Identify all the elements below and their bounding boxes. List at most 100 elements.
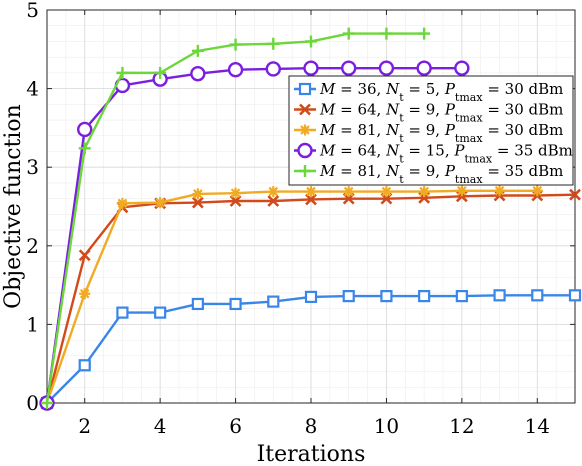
data-point bbox=[305, 186, 317, 198]
data-point bbox=[305, 35, 317, 48]
legend-label-part: = 81, bbox=[335, 162, 386, 180]
data-point bbox=[116, 197, 128, 209]
legend-label-part: = 64, bbox=[335, 101, 386, 119]
legend-marker bbox=[297, 142, 313, 159]
data-point bbox=[342, 290, 355, 303]
legend-box bbox=[288, 75, 574, 186]
legend-label-part: M bbox=[319, 162, 336, 180]
x-tick-label: 4 bbox=[154, 414, 167, 438]
legend-label-part: tmax bbox=[455, 132, 483, 145]
data-point bbox=[380, 290, 393, 303]
legend-label-part: P bbox=[444, 121, 456, 139]
data-point bbox=[380, 186, 392, 198]
data-point bbox=[229, 297, 242, 311]
legend-label: M = 36, Nt = 5, Ptmax = 30 dBm bbox=[319, 80, 563, 104]
legend-label-part: M bbox=[319, 142, 336, 160]
data-point bbox=[416, 60, 432, 76]
legend-item-2: M = 64, Nt = 9, Ptmax = 30 dBm bbox=[294, 101, 563, 125]
legend-label-part: = 15, bbox=[404, 142, 455, 160]
legend-label-part: P bbox=[453, 142, 465, 160]
y-tick-label: 3 bbox=[26, 155, 39, 179]
legend-label-part: tmax bbox=[455, 173, 483, 186]
legend-label: M = 64, Nt = 15, Ptmax = 35 dBm bbox=[319, 142, 573, 166]
legend-marker bbox=[299, 165, 311, 177]
x-tick-label: 2 bbox=[78, 414, 91, 438]
data-point bbox=[79, 288, 91, 300]
legend-label-part: M bbox=[319, 80, 336, 98]
data-point bbox=[267, 37, 280, 50]
data-point bbox=[455, 290, 468, 303]
data-point bbox=[418, 290, 431, 303]
legend-label-part: t bbox=[399, 173, 404, 186]
y-tick-label: 4 bbox=[26, 77, 39, 101]
legend-label-part: tmax bbox=[455, 91, 483, 104]
data-point bbox=[493, 289, 506, 302]
legend-label-part: N bbox=[385, 142, 400, 160]
x-tick-label: 6 bbox=[229, 414, 242, 438]
data-point bbox=[116, 66, 129, 79]
x-axis-label: Iterations bbox=[257, 442, 366, 466]
data-point bbox=[418, 186, 430, 198]
data-point bbox=[229, 38, 242, 51]
y-tick-label: 2 bbox=[26, 234, 39, 258]
data-point bbox=[454, 60, 470, 76]
legend-label-part: = 30 dBm bbox=[483, 80, 564, 98]
data-point bbox=[116, 306, 129, 319]
series-1 bbox=[40, 289, 582, 410]
data-point bbox=[494, 185, 506, 197]
data-point bbox=[265, 61, 281, 77]
x-tick-label: 10 bbox=[374, 414, 399, 438]
data-point bbox=[569, 188, 581, 201]
legend-label-part: = 9, bbox=[404, 121, 445, 139]
legend-label-part: tmax bbox=[455, 111, 483, 124]
legend-label-part: t bbox=[399, 132, 404, 145]
data-point bbox=[343, 186, 355, 198]
legend-label-part: t bbox=[399, 91, 404, 104]
legend-label-part: = 35 dBm bbox=[492, 142, 573, 160]
legend-label: M = 64, Nt = 9, Ptmax = 30 dBm bbox=[319, 101, 563, 125]
legend-label-part: = 35 dBm bbox=[483, 162, 564, 180]
legend-marker bbox=[298, 82, 312, 96]
series-line bbox=[45, 189, 538, 404]
legend-label-part: t bbox=[399, 152, 404, 165]
legend-label-part: = 30 dBm bbox=[483, 101, 564, 119]
data-point bbox=[304, 290, 318, 303]
legend-item-3: M = 81, Nt = 9, Ptmax = 30 dBm bbox=[294, 121, 563, 145]
legend-marker bbox=[299, 124, 311, 136]
legend-label-part: tmax bbox=[464, 152, 492, 165]
data-point bbox=[267, 295, 280, 308]
data-point bbox=[191, 44, 204, 57]
legend-label-part: M bbox=[319, 101, 336, 119]
legend-label-part: t bbox=[399, 111, 404, 124]
data-point bbox=[531, 289, 544, 302]
legend-label: M = 81, Nt = 9, Ptmax = 35 dBm bbox=[319, 162, 563, 186]
data-point bbox=[41, 397, 53, 409]
legend-label-part: N bbox=[385, 80, 400, 98]
legend-item-5: M = 81, Nt = 9, Ptmax = 35 dBm bbox=[294, 162, 563, 186]
legend-label-part: N bbox=[385, 101, 400, 119]
data-point bbox=[303, 60, 319, 76]
x-tick-label: 12 bbox=[449, 414, 474, 438]
legend-label-part: = 9, bbox=[404, 162, 445, 180]
legend-label-part: P bbox=[444, 101, 456, 119]
legend-label-part: N bbox=[385, 162, 400, 180]
data-point bbox=[341, 60, 357, 76]
series-5 bbox=[41, 27, 431, 409]
legend-item-1: M = 36, Nt = 5, Ptmax = 30 dBm bbox=[294, 80, 563, 104]
legend-label-part: N bbox=[385, 121, 400, 139]
y-tick-label: 1 bbox=[26, 312, 39, 336]
legend-label-part: = 5, bbox=[404, 80, 445, 98]
x-tick-label: 8 bbox=[305, 414, 318, 438]
data-point bbox=[456, 185, 468, 197]
data-point bbox=[191, 297, 204, 311]
legend-item-4: M = 64, Nt = 15, Ptmax = 35 dBm bbox=[294, 142, 573, 166]
data-point bbox=[191, 196, 204, 209]
data-point bbox=[192, 188, 204, 200]
legend-marker bbox=[299, 103, 311, 116]
legend-label-part: = 81, bbox=[335, 121, 386, 139]
data-point bbox=[78, 142, 91, 155]
legend-label-part: P bbox=[444, 162, 456, 180]
